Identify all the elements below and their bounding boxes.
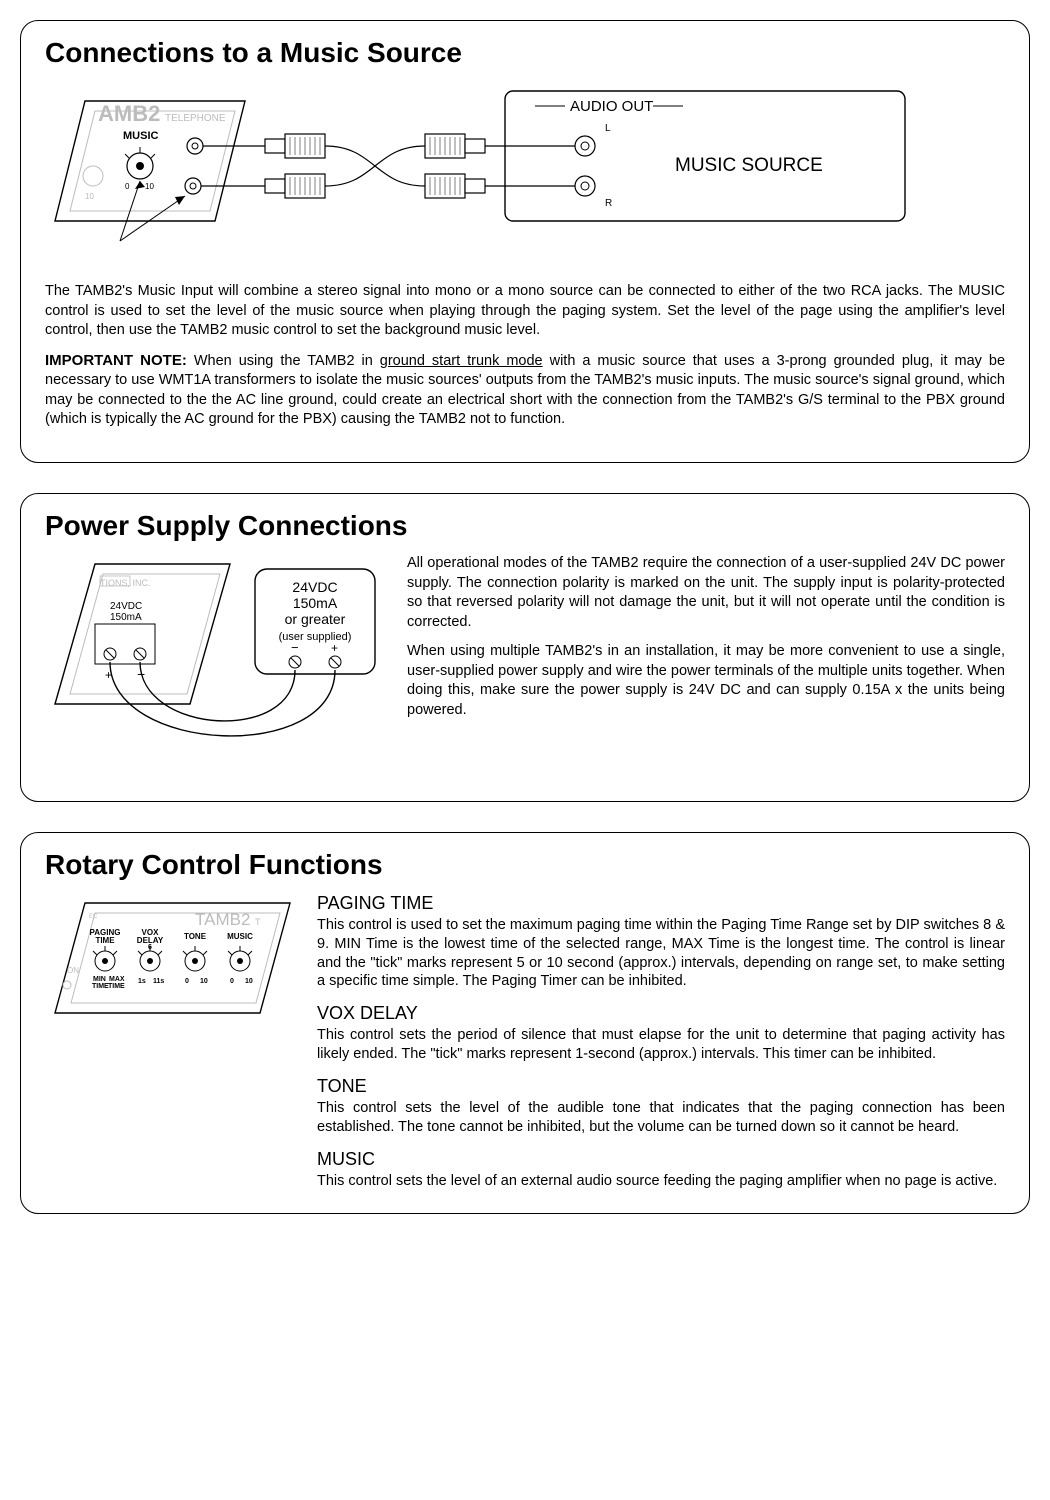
svg-text:10: 10 [200,978,208,985]
music-important-note: IMPORTANT NOTE: When using the TAMB2 in … [45,351,1005,430]
svg-text:MUSIC: MUSIC [123,130,159,142]
rotary-p-paging: This control is used to set the maximum … [317,916,1005,991]
svg-text:0: 0 [230,978,234,985]
rotary-h-paging: PAGING TIME [317,893,1005,914]
rotary-h-vox: VOX DELAY [317,1003,1005,1024]
svg-text:(user supplied): (user supplied) [279,631,352,643]
svg-text:0: 0 [125,182,130,191]
music-source-diagram: AMB2 TELEPHONE MUSIC 0 10 10 [45,81,1005,266]
svg-text:L: L [605,123,611,134]
power-diagram: TIONS, INC. 24VDC 150mA + − 24VDC 150mA … [45,554,385,779]
rotary-p-vox: This control sets the period of silence … [317,1026,1005,1064]
power-panel: Power Supply Connections TIONS, INC. 24V… [20,493,1030,802]
svg-text:MUSIC: MUSIC [227,932,253,941]
svg-text:TIONS, INC.: TIONS, INC. [100,578,151,588]
svg-text:10: 10 [85,192,94,201]
power-title: Power Supply Connections [45,510,1005,542]
svg-text:MAX: MAX [109,976,125,983]
rotary-h-tone: TONE [317,1076,1005,1097]
rotary-panel: Rotary Control Functions TAMB2 T PAGING … [20,832,1030,1214]
power-para1: All operational modes of the TAMB2 requi… [407,554,1005,632]
rotary-title: Rotary Control Functions [45,849,1005,881]
svg-text:MIN: MIN [93,976,106,983]
svg-text:11s: 11s [153,978,164,985]
svg-text:TAMB2: TAMB2 [195,910,250,929]
rotary-p-tone: This control sets the level of the audib… [317,1099,1005,1137]
svg-text:−: − [291,640,299,655]
svg-text:150mA: 150mA [110,612,142,623]
svg-text:+: + [331,641,338,655]
svg-text:AUDIO OUT: AUDIO OUT [570,98,653,115]
rotary-diagram: TAMB2 T PAGING TIME MIN MAX TIME TIME [45,893,295,1191]
svg-text:24VDC: 24VDC [110,601,142,612]
power-para2: When using multiple TAMB2's in an instal… [407,642,1005,720]
svg-text:TONE: TONE [184,932,207,941]
svg-text:MUSIC SOURCE: MUSIC SOURCE [675,155,823,176]
svg-text:ON: ON [67,966,79,975]
svg-text:TIME: TIME [95,936,115,945]
svg-text:AMB2: AMB2 [98,101,160,126]
svg-text:1s: 1s [138,978,146,985]
svg-text:EC: EC [89,914,98,920]
svg-text:10: 10 [245,978,253,985]
svg-text:TIME: TIME [108,983,125,990]
rotary-p-music: This control sets the level of an extern… [317,1172,1005,1191]
svg-text:0: 0 [185,978,189,985]
svg-text:10: 10 [145,182,154,191]
music-source-panel: Connections to a Music Source AMB2 TELEP… [20,20,1030,463]
music-source-title: Connections to a Music Source [45,37,1005,69]
svg-text:150mA: 150mA [293,595,338,611]
svg-text:T: T [255,917,261,927]
svg-text:TELEPHONE: TELEPHONE [165,113,226,124]
svg-text:TIME: TIME [92,983,109,990]
svg-text:or greater: or greater [285,611,346,627]
svg-text:24VDC: 24VDC [292,579,337,595]
rotary-h-music: MUSIC [317,1149,1005,1170]
svg-text:R: R [605,198,612,209]
music-para1: The TAMB2's Music Input will combine a s… [45,282,1005,341]
